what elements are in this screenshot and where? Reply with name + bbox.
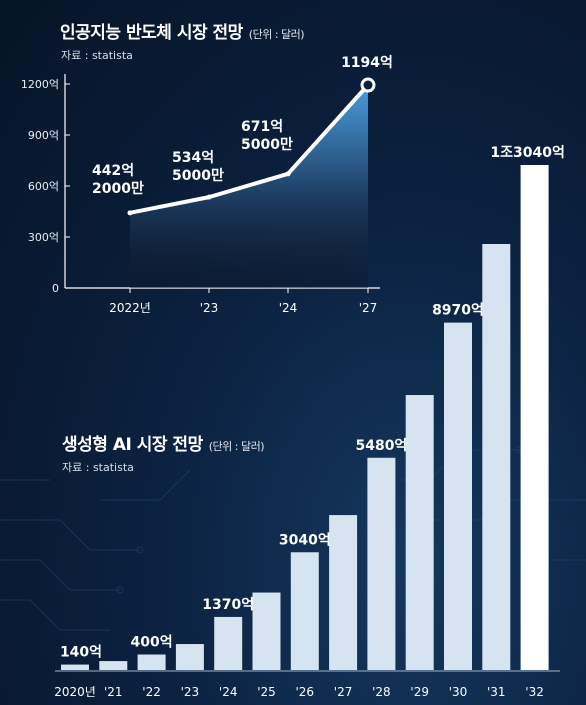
bar-value-label: 140억 — [60, 645, 102, 661]
ai-chip-area-chart: 0 300억 600억 900억 1200억 2022년 '23 '24 '27 442억 200… — [21, 55, 393, 315]
bar-value-label: 3040억 — [279, 532, 331, 548]
x-tick-label: '24 — [219, 685, 238, 699]
series-line — [129, 83, 370, 215]
y-tick-label: 300억 — [28, 231, 59, 244]
x-tick-label: '30 — [449, 685, 468, 699]
y-tick-label: 1200억 — [21, 78, 59, 91]
bar — [367, 457, 396, 670]
data-label-line: 2000만 — [92, 181, 144, 197]
bar — [214, 616, 243, 670]
x-tick-label: '25 — [257, 685, 276, 699]
x-tick-label: '29 — [410, 685, 429, 699]
bar-value-label: 1조3040억 — [490, 145, 564, 161]
y-tick-label: 600억 — [28, 180, 59, 193]
data-point — [285, 171, 291, 177]
x-tick-label: '27 — [334, 685, 353, 699]
data-label-line: 5000만 — [172, 168, 224, 184]
bar — [175, 644, 204, 670]
y-tick-label: 900억 — [28, 129, 59, 142]
data-label: 1194억 — [341, 55, 393, 71]
y-tick-label: 0 — [52, 282, 59, 295]
gen-ai-unit: (단위 : 달러) — [208, 440, 265, 453]
x-tick-label: '21 — [104, 685, 123, 699]
x-tick-label: '31 — [487, 685, 506, 699]
gen-ai-chart-title: 생성형 AI 시장 전망 (단위 : 달러) — [62, 435, 265, 455]
x-tick-label: '23 — [200, 301, 219, 315]
x-tick-label: '22 — [142, 685, 161, 699]
data-label-line: 534억 — [172, 150, 214, 166]
bar — [520, 165, 549, 670]
ai-chip-chart-title: 인공지능 반도체 시장 전망 (단위 : 달러) — [60, 23, 305, 43]
x-tick-label: 2022년 — [109, 301, 151, 315]
bar — [444, 322, 472, 670]
x-tick-label: '32 — [525, 685, 544, 699]
bar — [61, 664, 89, 670]
x-tick-label: '26 — [296, 685, 315, 699]
data-label: 671억 5000만 — [241, 119, 293, 153]
bar — [137, 654, 166, 670]
bar — [99, 661, 128, 670]
bar — [290, 552, 319, 670]
x-tick-label: 2020년 — [54, 685, 96, 699]
x-tick-label: '23 — [181, 685, 200, 699]
data-label: 534억 5000만 — [172, 150, 224, 184]
ai-chip-unit: (단위 : 달러) — [248, 28, 305, 41]
bar-value-label: 1370억 — [202, 597, 254, 613]
data-point — [127, 210, 133, 216]
data-label-line: 5000만 — [241, 137, 293, 153]
x-tick-label: '27 — [359, 301, 378, 315]
data-label-line: 1194억 — [341, 55, 393, 71]
x-tick-label: '24 — [279, 301, 298, 315]
x-tick-label: '28 — [372, 685, 391, 699]
gen-ai-source: 자료 : statista — [62, 461, 134, 474]
bar-value-label: 5480억 — [355, 438, 407, 454]
bar — [405, 395, 434, 670]
ai-chip-source: 자료 : statista — [61, 49, 133, 62]
bar — [252, 592, 281, 670]
data-label-line: 671억 — [241, 119, 283, 135]
bar — [482, 244, 511, 671]
bar — [329, 515, 358, 670]
bar-value-label: 400억 — [131, 635, 173, 651]
data-label: 442억 2000만 — [92, 163, 144, 197]
bar-value-label: 8970억 — [432, 303, 484, 319]
data-point — [206, 194, 212, 200]
data-point-marker — [360, 77, 376, 93]
data-label-line: 442억 — [92, 163, 134, 179]
